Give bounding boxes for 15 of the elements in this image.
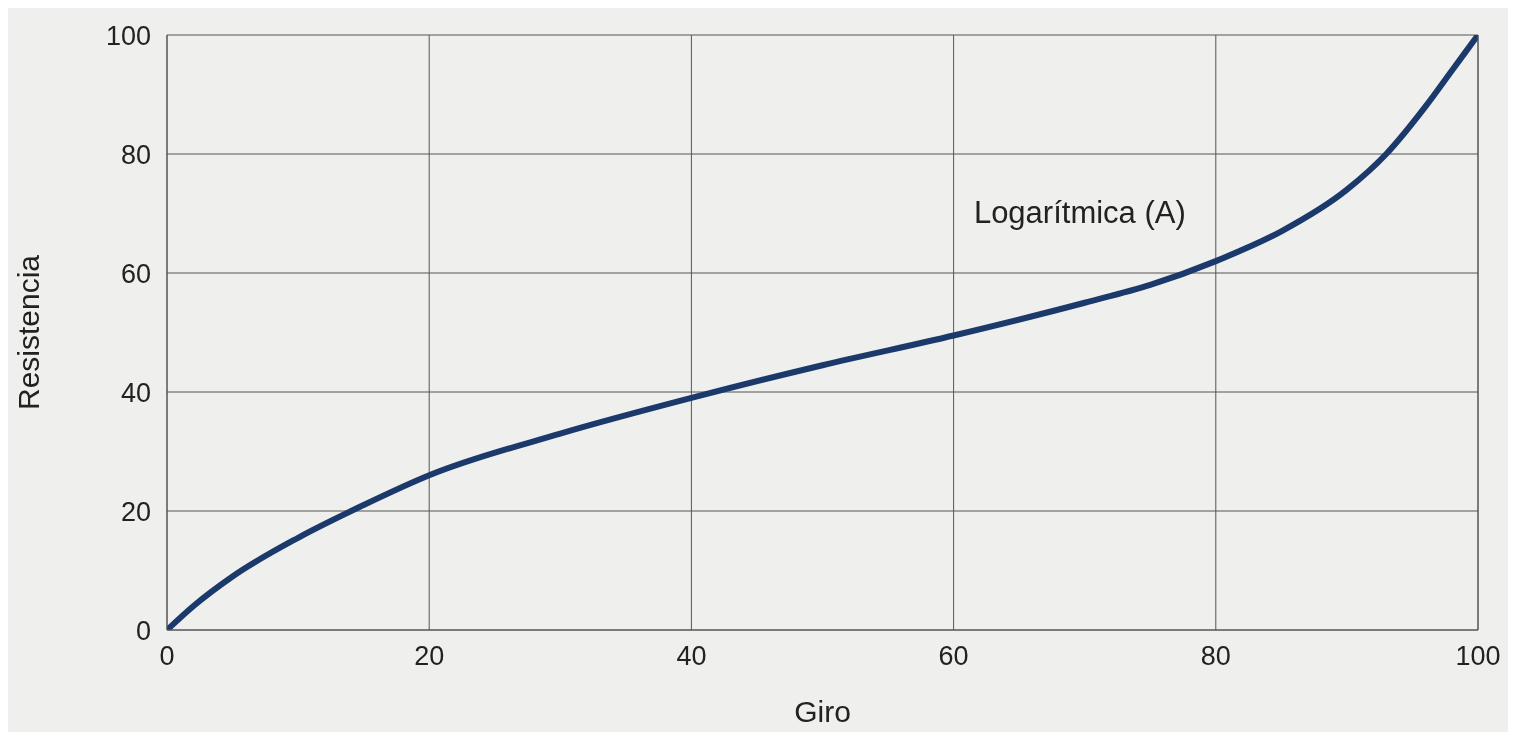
x-tick-label: 20 xyxy=(414,641,445,672)
x-tick-label: 0 xyxy=(159,641,175,672)
y-tick-label: 40 xyxy=(120,377,151,408)
x-tick-label: 60 xyxy=(938,641,969,672)
y-tick-label: 20 xyxy=(120,496,151,527)
y-tick-label: 60 xyxy=(120,258,151,289)
y-axis-title: Resistencia xyxy=(11,254,45,411)
x-axis-title: Giro xyxy=(794,695,851,728)
y-tick-label: 100 xyxy=(105,20,151,51)
x-tick-label: 100 xyxy=(1455,641,1501,672)
x-tick-label: 40 xyxy=(676,641,707,672)
series-label: Logarítmica (A) xyxy=(973,195,1186,231)
y-tick-label: 80 xyxy=(120,139,151,170)
x-tick-label: 80 xyxy=(1200,641,1231,672)
y-tick-label: 0 xyxy=(135,615,151,646)
